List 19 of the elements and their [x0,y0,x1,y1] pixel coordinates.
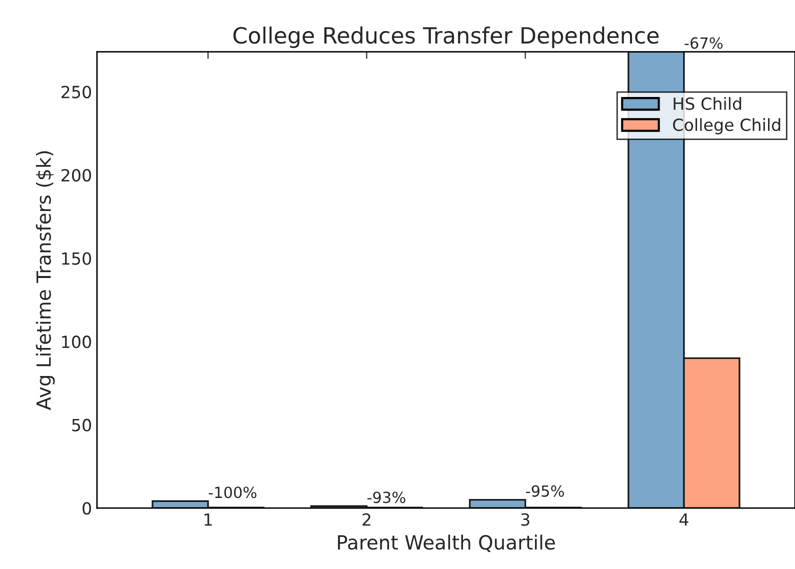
chart-title: College Reduces Transfer Dependence [233,26,659,48]
y-tick-label: 250 [62,86,92,98]
y-tick-label: 150 [62,252,92,265]
legend-label: College Child [673,118,780,134]
x-tick-label: 1 [204,513,212,526]
y-tick-label: 100 [62,336,92,348]
annotation: -100% [208,486,256,498]
x-tick-label: 2 [362,513,370,526]
annotation: -67% [684,37,723,49]
annotation: -93% [367,492,406,504]
x-tick-label: 4 [679,513,688,526]
y-tick-label: 200 [62,168,92,182]
y-tick-label: 50 [72,418,92,432]
x-tick-label: 3 [521,513,530,526]
annotation: -95% [526,485,564,497]
y-tick-label: 0 [82,502,92,515]
y-axis-title: Avg Lifetime Transfers ($k) [36,151,55,410]
x-axis-title: Parent Wealth Quartile [338,534,555,552]
legend-label: HS Child [674,97,742,110]
